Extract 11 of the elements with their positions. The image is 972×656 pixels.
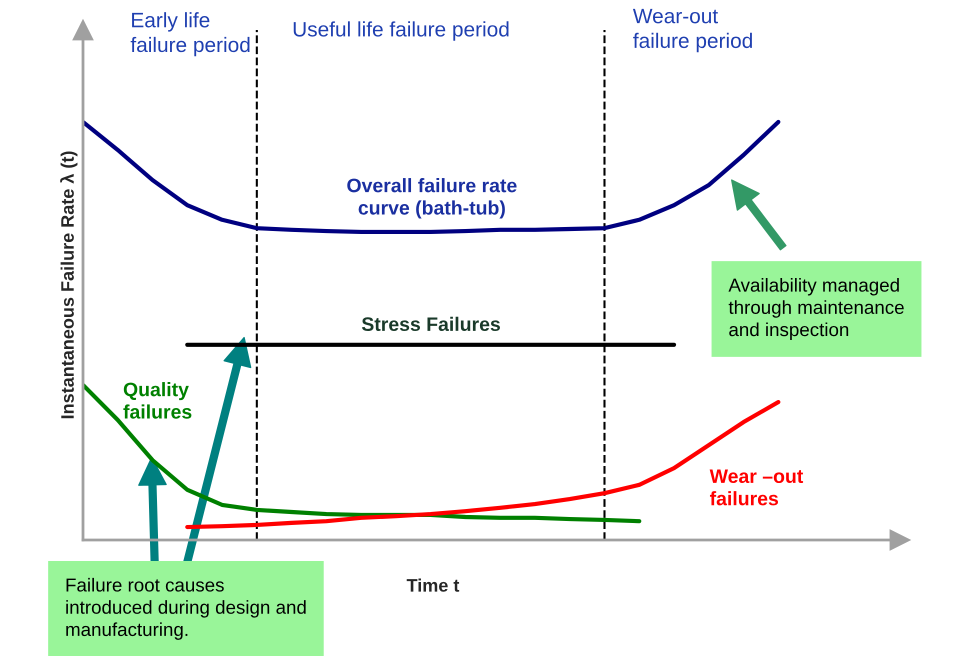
text: Failure root causes introduced during design and manufacturing. <box>66 578 306 640</box>
series-label: Overall failure rate curve (bath-tub) <box>347 178 517 219</box>
series-label: Quality failures <box>123 382 192 419</box>
text: Wear-out failure period <box>632 8 752 52</box>
y-axis-title: Instantaneous Failure Rate λ (t) <box>60 151 78 418</box>
annotation: Availability managed through maintenance and inspection <box>728 278 904 340</box>
series-label: Stress Failures <box>362 316 500 332</box>
text: Early life failure period <box>130 12 250 56</box>
text: Useful life failure period <box>294 21 509 41</box>
series-label: Wear –out failures <box>710 469 804 506</box>
x-axis-title: Time t <box>406 578 460 592</box>
